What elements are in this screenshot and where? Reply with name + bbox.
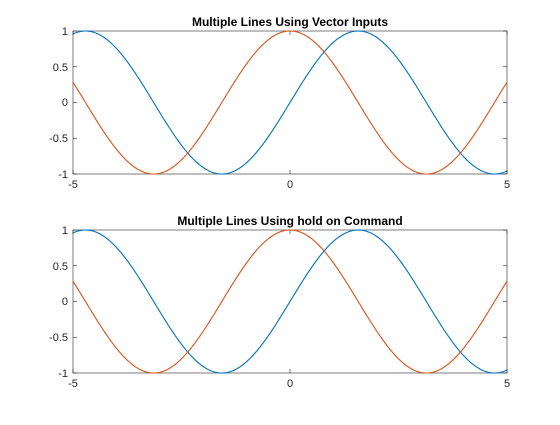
x-tick-label: 5 [504, 179, 510, 191]
subplot-top: Multiple Lines Using Vector Inputs -1 -0… [49, 15, 510, 191]
x-tick-label: -5 [68, 179, 78, 191]
y-tick-label: -1 [58, 169, 68, 181]
tick-marks [72, 229, 508, 374]
y-tick-label: 0.5 [53, 261, 68, 273]
y-tick-label: 1 [62, 225, 68, 237]
x-tick-label: 5 [504, 378, 510, 390]
y-tick-label: 0.5 [53, 62, 68, 74]
subplot-bottom: Multiple Lines Using hold on Command -1 … [49, 214, 510, 390]
x-tick-label: 0 [287, 179, 293, 191]
y-tick-label: -0.5 [49, 133, 68, 145]
y-tick-label: 1 [62, 26, 68, 38]
chart-title: Multiple Lines Using Vector Inputs [192, 15, 388, 29]
y-tick-label: -0.5 [49, 332, 68, 344]
y-tick-label: 0 [62, 97, 68, 109]
tick-marks [72, 30, 508, 175]
x-tick-label: -5 [68, 378, 78, 390]
y-tick-label: 0 [62, 296, 68, 308]
x-tick-label: 0 [287, 378, 293, 390]
series-line-sin [72, 30, 508, 175]
chart-title: Multiple Lines Using hold on Command [177, 214, 402, 228]
y-tick-label: -1 [58, 368, 68, 380]
series-line-sin [72, 229, 508, 374]
